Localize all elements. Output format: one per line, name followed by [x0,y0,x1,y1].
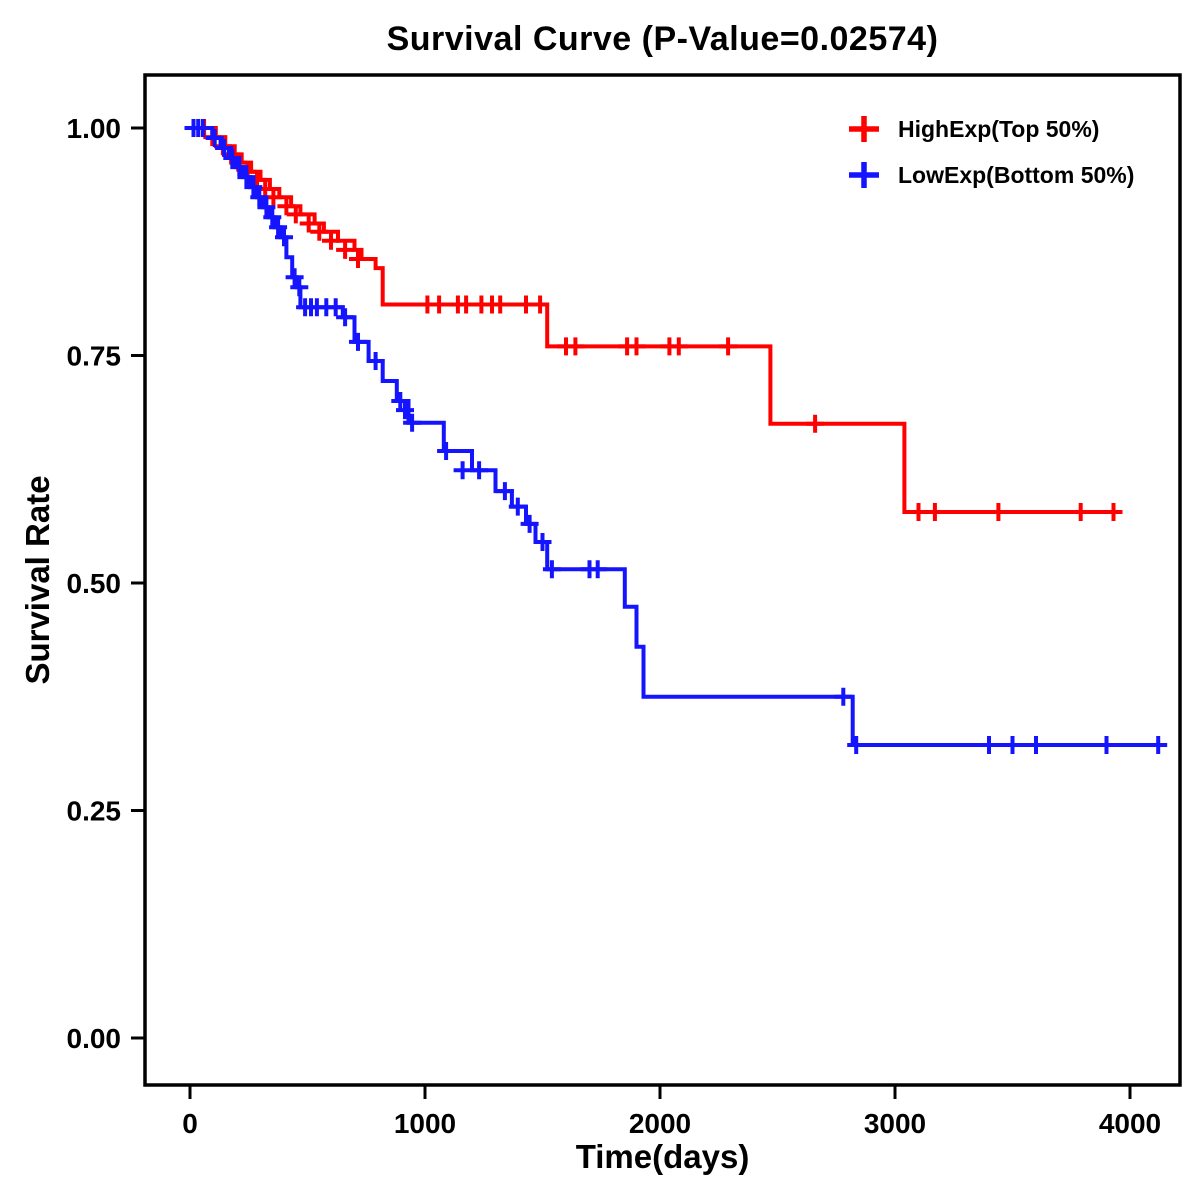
legend: HighExp(Top 50%) LowExp(Bottom 50%) [846,114,1134,190]
legend-label-highexp: HighExp(Top 50%) [898,115,1100,142]
svg-text:0.50: 0.50 [67,568,122,599]
svg-text:3000: 3000 [864,1108,926,1139]
svg-text:1000: 1000 [394,1108,456,1139]
svg-text:0.00: 0.00 [67,1023,122,1054]
legend-label-lowexp: LowExp(Bottom 50%) [898,161,1135,188]
svg-text:0.75: 0.75 [67,341,122,372]
chart-title: Survival Curve (P-Value=0.02574) [386,20,939,58]
svg-text:0.25: 0.25 [67,796,122,827]
svg-text:4000: 4000 [1099,1108,1161,1139]
plus-marker-icon [849,162,879,188]
plus-marker-red [849,116,879,142]
svg-text:2000: 2000 [629,1108,691,1139]
plus-marker-icon [849,116,879,142]
legend-item-highexp: HighExp(Top 50%) [846,114,1134,144]
legend-item-lowexp: LowExp(Bottom 50%) [846,160,1134,190]
x-axis-label: Time(days) [575,1138,750,1175]
plus-marker-blue [849,162,879,188]
svg-text:0: 0 [182,1108,198,1139]
svg-text:1.00: 1.00 [67,113,122,144]
